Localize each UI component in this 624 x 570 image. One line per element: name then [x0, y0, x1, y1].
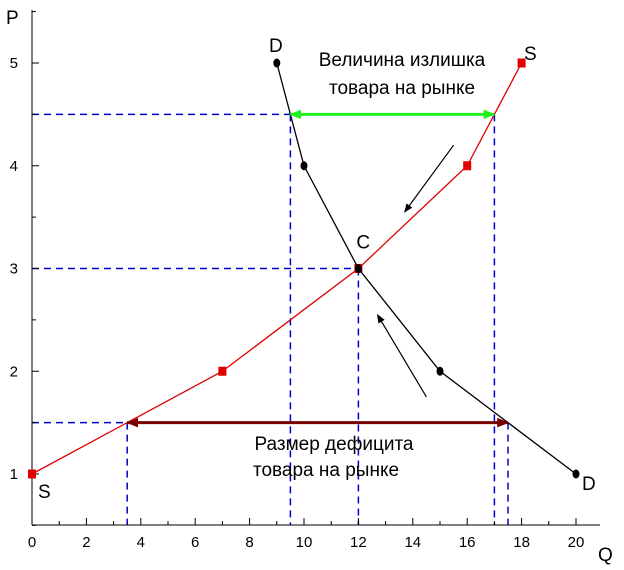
- supply-top-label: S: [524, 44, 537, 65]
- supply-point-1: [218, 366, 227, 376]
- demand-bottom-label: D: [582, 474, 596, 495]
- demand-point-1: [300, 161, 308, 171]
- y-tick-label-3: 3: [10, 261, 18, 278]
- y-tick-label-4: 4: [10, 158, 18, 175]
- supply-point-4: [517, 58, 526, 68]
- y-tick-label-5: 5: [10, 55, 18, 72]
- x-tick-label-20: 20: [568, 534, 585, 551]
- x-tick-label-18: 18: [513, 534, 530, 551]
- y-axis-title: P: [6, 8, 19, 29]
- shortage-label-line-1: Размер дефицита: [254, 434, 413, 455]
- demand-point-4: [572, 469, 580, 479]
- x-tick-label-16: 16: [459, 534, 476, 551]
- demand-point-3: [436, 366, 444, 376]
- x-tick-label-2: 2: [82, 534, 90, 551]
- x-tick-label-6: 6: [191, 534, 199, 551]
- x-tick-label-10: 10: [296, 534, 313, 551]
- surplus-label-line-2: товара на рынке: [329, 78, 475, 99]
- x-tick-label-4: 4: [137, 534, 145, 551]
- annotations: [125, 109, 510, 428]
- shortage-label-line-2: товара на рынке: [253, 460, 399, 481]
- supply-point-0: [28, 469, 36, 479]
- y-tick-label-1: 1: [10, 466, 18, 483]
- y-tick-label-2: 2: [10, 363, 18, 380]
- supply-bottom-label: S: [38, 482, 51, 503]
- x-tick-label-14: 14: [404, 534, 421, 551]
- adjustment-arrow-1: [376, 313, 427, 398]
- surplus-label-line-1: Величина излишка: [319, 50, 486, 71]
- x-tick-label-8: 8: [245, 534, 253, 551]
- x-axis-title: Q: [598, 545, 613, 566]
- demand-top-label: D: [269, 36, 283, 57]
- demand-point-0: [273, 58, 281, 68]
- equilibrium-label: C: [356, 233, 370, 254]
- demand-point-2: [354, 264, 362, 273]
- x-tick-label-0: 0: [28, 534, 36, 551]
- supply-point-3: [463, 161, 472, 171]
- x-tick-label-12: 12: [350, 534, 367, 551]
- adjustment-arrow-0: [404, 144, 455, 213]
- curves: [28, 58, 580, 479]
